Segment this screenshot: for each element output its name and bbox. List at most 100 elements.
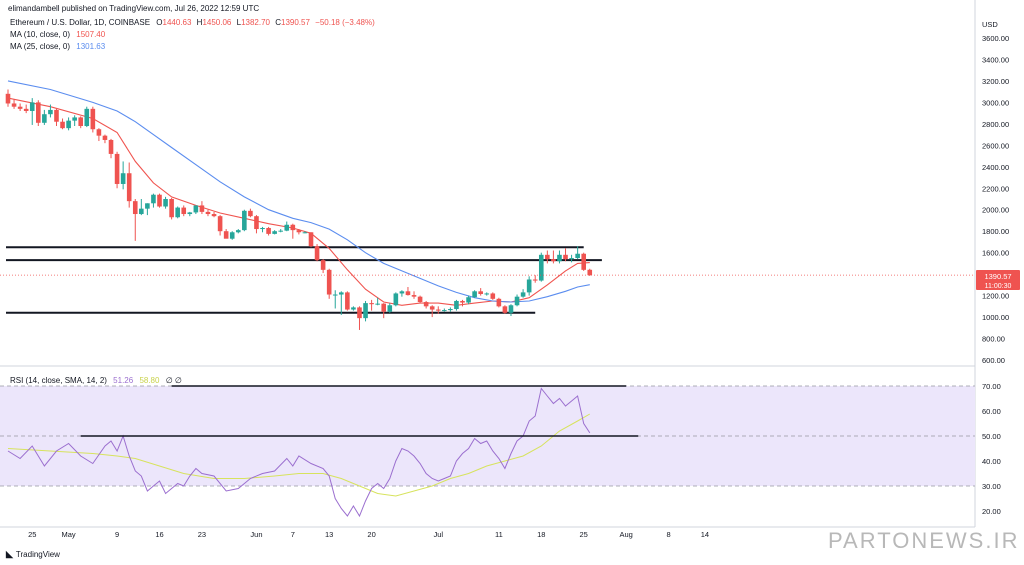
candle-body bbox=[417, 296, 423, 303]
candle-body bbox=[205, 211, 211, 215]
last-price-badge-bg bbox=[976, 270, 1020, 290]
candle-body bbox=[54, 109, 59, 122]
rsi-line bbox=[7, 387, 591, 518]
close-label: C bbox=[275, 18, 281, 27]
rsi-tick-label: 20.00 bbox=[982, 507, 1001, 516]
candle-body bbox=[538, 254, 544, 281]
candle-body bbox=[48, 109, 53, 115]
candle-body bbox=[405, 291, 411, 296]
candle-body bbox=[308, 232, 314, 247]
rsi-tick-label: 60.00 bbox=[982, 407, 1001, 416]
time-tick-label: Aug bbox=[619, 530, 632, 539]
candle-body bbox=[157, 194, 162, 207]
candle-body bbox=[326, 269, 332, 295]
candle-body bbox=[266, 227, 271, 234]
candle-body bbox=[78, 117, 84, 127]
last-price-badge: 1390.57 11:00:30 bbox=[976, 270, 1020, 290]
rsi-lines bbox=[7, 387, 591, 518]
open-value: 1440.63 bbox=[162, 18, 192, 27]
candle-body bbox=[296, 230, 302, 233]
time-tick-label: 8 bbox=[666, 530, 670, 539]
time-tick-label: Jul bbox=[433, 530, 443, 539]
candle-body bbox=[126, 173, 132, 202]
price-pane[interactable]: USD 600.00800.001000.001200.001400.00160… bbox=[0, 0, 1009, 527]
candle-body bbox=[514, 296, 520, 306]
candle-body bbox=[278, 230, 283, 232]
candle-body bbox=[248, 210, 253, 217]
bar-countdown-timer: 11:00:30 bbox=[985, 283, 1012, 290]
price-tick-label: 3400.00 bbox=[982, 55, 1009, 64]
rsi-extra-values: ∅ ∅ bbox=[165, 376, 182, 385]
ma10-line bbox=[7, 97, 590, 306]
candle-body bbox=[145, 203, 150, 209]
candle-body bbox=[532, 279, 538, 281]
open-label: O bbox=[156, 18, 163, 27]
ma10-value: 1507.40 bbox=[76, 30, 106, 39]
candle-body bbox=[575, 253, 580, 259]
price-axis[interactable]: 600.00800.001000.001200.001400.001600.00… bbox=[982, 34, 1009, 365]
price-tick-label: 3000.00 bbox=[982, 98, 1009, 107]
candle-body bbox=[460, 300, 465, 303]
candle-body bbox=[502, 306, 508, 313]
high-value: 1450.06 bbox=[202, 18, 232, 27]
candle-body bbox=[351, 307, 356, 310]
symbol-title: Ethereum / U.S. Dollar, 1D, COINBASE bbox=[10, 18, 151, 27]
price-tick-label: 2000.00 bbox=[982, 206, 1009, 215]
candle-body bbox=[193, 205, 199, 213]
candle-body bbox=[139, 208, 144, 215]
candle-body bbox=[557, 254, 562, 262]
price-tick-label: 600.00 bbox=[982, 356, 1005, 365]
candle-body bbox=[551, 259, 556, 262]
symbol-legend: Ethereum / U.S. Dollar, 1D, COINBASE O14… bbox=[10, 18, 375, 27]
moving-average-lines bbox=[7, 80, 590, 306]
price-tick-label: 1200.00 bbox=[982, 292, 1009, 301]
time-tick-label: 25 bbox=[580, 530, 588, 539]
candlesticks bbox=[5, 89, 593, 330]
price-tick-label: 2400.00 bbox=[982, 163, 1009, 172]
candle-body bbox=[526, 279, 532, 293]
tradingview-logo-icon: ◣ bbox=[6, 549, 13, 559]
time-tick-label: 25 bbox=[28, 530, 36, 539]
time-tick-label: Jun bbox=[250, 530, 262, 539]
rsi-ma-line bbox=[7, 413, 591, 497]
candle-body bbox=[242, 210, 247, 231]
candle-body bbox=[466, 297, 471, 303]
candle-body bbox=[66, 120, 71, 129]
time-axis[interactable]: 25 May 9 16 23 Jun 7 13 20 Jul 11 18 25 Aug 8 14 bbox=[0, 526, 975, 539]
ma25-legend: MA (25, close, 0) 1301.63 bbox=[10, 42, 105, 51]
candle-body bbox=[429, 306, 435, 310]
candle-body bbox=[290, 224, 296, 231]
candle-body bbox=[345, 292, 350, 310]
candle-body bbox=[132, 201, 138, 215]
candle-body bbox=[90, 108, 96, 130]
candle-body bbox=[272, 231, 277, 234]
ma25-line bbox=[7, 80, 590, 303]
candle-body bbox=[587, 269, 593, 276]
candle-body bbox=[187, 212, 193, 215]
time-tick-label: 11 bbox=[495, 530, 503, 539]
rsi-axis: 20.00 30.00 40.00 50.00 60.00 70.00 bbox=[982, 382, 1001, 516]
candle-body bbox=[223, 231, 229, 239]
candle-body bbox=[363, 303, 368, 319]
currency-label: USD bbox=[982, 20, 998, 29]
candle-body bbox=[29, 102, 35, 111]
candle-body bbox=[357, 307, 362, 319]
low-value: 1382.70 bbox=[241, 18, 270, 27]
time-tick-label: 16 bbox=[155, 530, 163, 539]
price-tick-label: 1000.00 bbox=[982, 313, 1009, 322]
candle-body bbox=[211, 214, 217, 217]
candle-body bbox=[181, 207, 187, 215]
rsi-pane[interactable]: 20.00 30.00 40.00 50.00 60.00 70.00 bbox=[0, 382, 1001, 518]
tradingview-logo[interactable]: ◣ TradingView bbox=[6, 549, 60, 560]
last-price-value: 1390.57 bbox=[984, 272, 1011, 281]
price-tick-label: 2200.00 bbox=[982, 184, 1009, 193]
candle-body bbox=[229, 232, 235, 239]
price-tick-label: 800.00 bbox=[982, 335, 1005, 344]
candle-body bbox=[96, 129, 102, 136]
candle-body bbox=[17, 106, 23, 109]
candle-body bbox=[84, 108, 90, 127]
candle-body bbox=[217, 216, 223, 232]
rsi-horizontal-lines bbox=[80, 385, 639, 437]
candle-body bbox=[369, 303, 374, 305]
